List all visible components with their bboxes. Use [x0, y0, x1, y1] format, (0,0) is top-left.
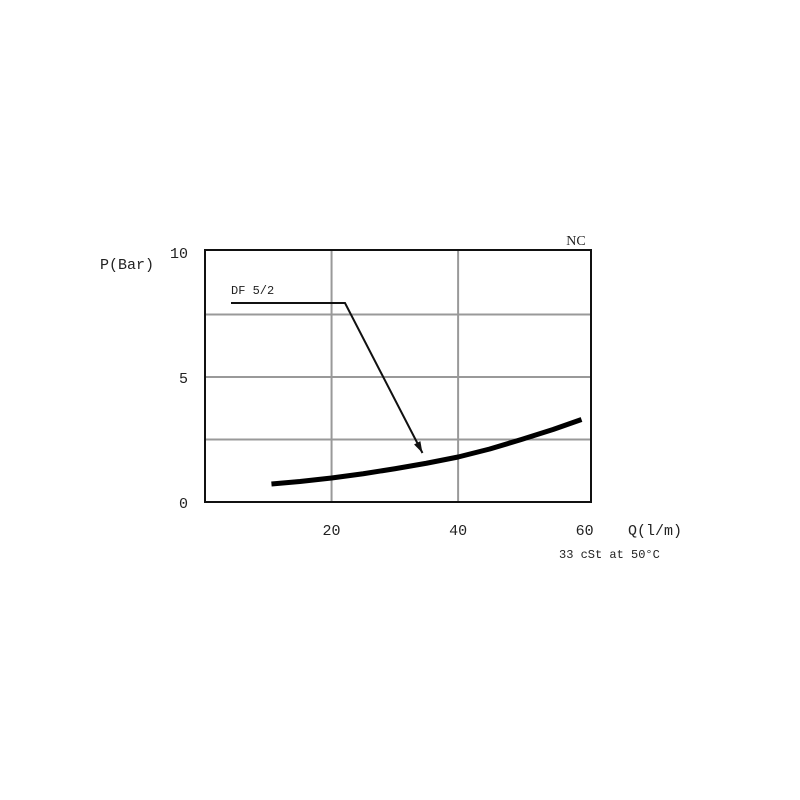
- plot-frame: [204, 249, 592, 503]
- corner-label: NC: [566, 234, 585, 249]
- grid: [205, 250, 591, 502]
- x-tick-label: 40: [449, 523, 467, 540]
- x-axis-label: Q(l/m): [628, 523, 682, 540]
- y-tick-label: 10: [170, 246, 188, 263]
- annotation-leader: [231, 302, 424, 454]
- x-tick-label: 60: [576, 523, 594, 540]
- y-tick-label: 0: [179, 496, 188, 513]
- x-tick-label: 20: [323, 523, 341, 540]
- tick-labels: 20 40 60 0 5 10: [170, 246, 594, 540]
- arrowhead-icon: [414, 441, 423, 453]
- y-tick-label: 5: [179, 371, 188, 388]
- condition-note: 33 cSt at 50°C: [559, 548, 660, 562]
- annotation-layer: DF 5/2: [231, 284, 424, 454]
- y-axis-label: P(Bar): [100, 257, 154, 274]
- series-layer: [271, 417, 583, 487]
- series-line: [271, 417, 583, 487]
- annotation-label: DF 5/2: [231, 284, 274, 298]
